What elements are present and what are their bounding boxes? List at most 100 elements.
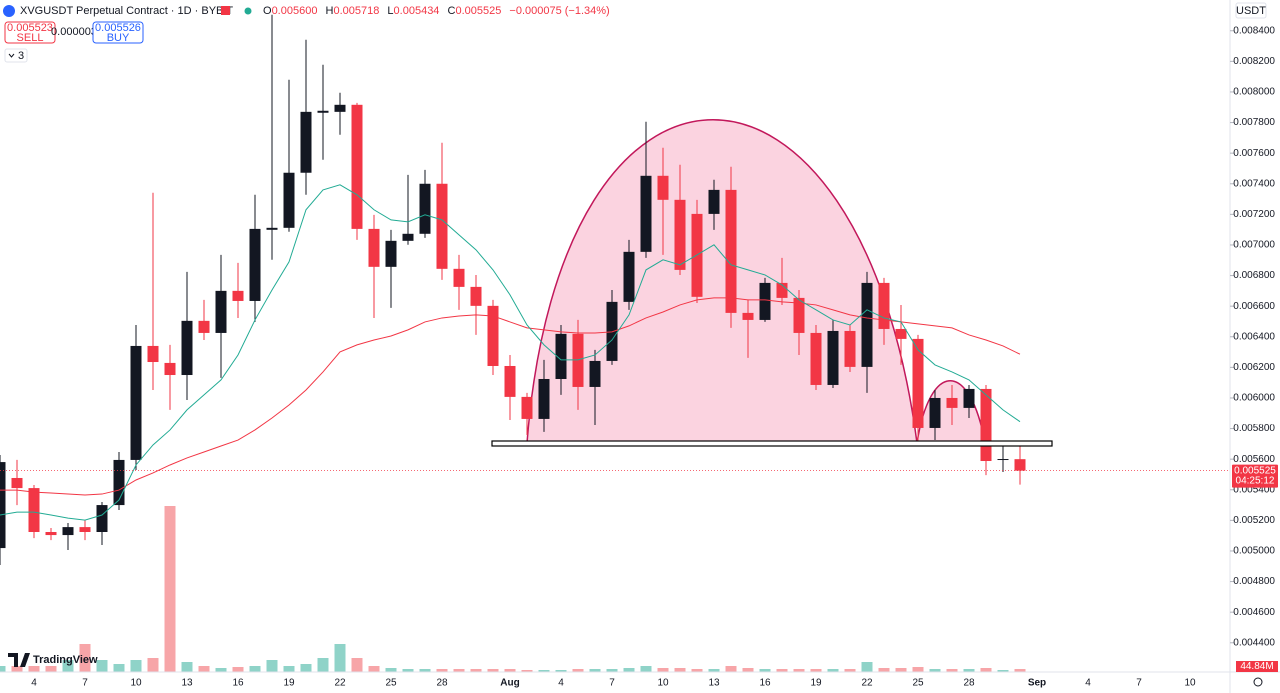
y-tick-label: 0.005600 (1233, 454, 1275, 465)
flag-icon[interactable] (221, 6, 230, 15)
change-value: −0.000075 (−1.34%) (509, 5, 609, 17)
candle-body (317, 110, 329, 113)
volume-bar (0, 666, 6, 672)
volume-bar (436, 669, 448, 672)
sell-label: SELL (17, 32, 44, 44)
sell-button[interactable] (4, 21, 56, 44)
y-tick-label: 0.007000 (1233, 240, 1275, 251)
y-tick-label: 0.008400 (1233, 25, 1275, 36)
candle-body (0, 462, 6, 549)
x-tick-label: 19 (283, 678, 295, 689)
buy-button[interactable] (92, 21, 144, 44)
volume-bar (861, 662, 873, 672)
y-tick-label: 0.006800 (1233, 270, 1275, 281)
candle-body (28, 488, 40, 532)
y-tick-label: 0.005200 (1233, 515, 1275, 526)
o-label: O (263, 5, 272, 17)
x-tick-label: 10 (657, 678, 669, 689)
moving-average-line (0, 184, 1021, 521)
x-tick-label: 7 (82, 678, 88, 689)
x-tick-label: 19 (810, 678, 822, 689)
l-label: L (387, 5, 393, 17)
neckline-box (491, 440, 1053, 447)
candle-body (912, 338, 924, 428)
volume-bar (793, 669, 805, 672)
plot-area (0, 14, 1230, 672)
y-tick-label: 0.006200 (1233, 362, 1275, 373)
y-tick-label: 0.004800 (1233, 576, 1275, 587)
candle-body (759, 282, 771, 320)
candle-body (198, 320, 210, 333)
indicators-count: 3 (18, 50, 24, 62)
volume-bar (334, 644, 346, 672)
settings-icon[interactable] (1253, 677, 1263, 687)
volume-bar (538, 670, 550, 672)
volume-bar (742, 668, 754, 672)
x-tick-label: 25 (912, 678, 924, 689)
candle-body (997, 459, 1009, 461)
candle-body (283, 172, 295, 228)
candle-body (419, 183, 431, 234)
sell-price: 0.005523 (7, 22, 53, 34)
x-tick-label: Sep (1028, 678, 1046, 689)
candle-body (487, 305, 499, 366)
volume-bar (470, 669, 482, 672)
x-tick-label: 10 (130, 678, 142, 689)
volume-bar (555, 670, 567, 672)
x-tick-label: Aug (500, 678, 519, 689)
l-value: 0.005434 (394, 5, 440, 17)
x-tick-label: 7 (1136, 678, 1142, 689)
ma-fast-tag-label: 0.005845 (1234, 416, 1276, 427)
candle-body (538, 378, 550, 419)
volume-bar (453, 669, 465, 672)
y-tick-label: 0.006400 (1233, 331, 1275, 342)
y-tick-label: 0.007600 (1233, 148, 1275, 159)
axes: 0.004400 0.004600 0.004800 0.005000 0.005200… (31, 25, 1278, 689)
currency-box[interactable] (1235, 2, 1267, 19)
handle-drawing (916, 380, 986, 444)
volume-bar (725, 666, 737, 672)
candle-body (929, 397, 941, 428)
candle-body (776, 282, 788, 298)
candle-body (130, 345, 142, 460)
volume-bar (844, 669, 856, 672)
watermark: TradingView (33, 654, 98, 666)
volume-bar (878, 668, 890, 672)
y-tick-label: 0.007400 (1233, 178, 1275, 189)
candle-body (521, 396, 533, 419)
volume-bar (198, 666, 210, 672)
candle-body (504, 365, 516, 397)
volume-bar (300, 664, 312, 672)
c-value: 0.005525 (455, 5, 501, 17)
volume-bar (521, 670, 533, 672)
indicators-toggle[interactable] (4, 48, 28, 63)
ma-slow-tag-label: 0.006286 (1234, 349, 1276, 360)
x-tick-label: 22 (861, 678, 873, 689)
x-tick-label: 22 (334, 678, 346, 689)
volume-bar (623, 668, 635, 672)
y-tick-label: 0.005400 (1233, 484, 1275, 495)
spread: 0.000003 (51, 26, 97, 38)
volume-bar (62, 660, 74, 672)
volume-bar (317, 658, 329, 672)
candle-body (895, 328, 907, 339)
volume-bar (946, 669, 958, 672)
candle-body (946, 397, 958, 408)
candle-body (861, 282, 873, 367)
tv-logo-icon (8, 653, 30, 667)
candle-body (827, 330, 839, 385)
volume-bar (368, 666, 380, 672)
candle-body (810, 332, 822, 385)
volume-bar (181, 662, 193, 672)
candle-body (11, 477, 23, 489)
volume-bar (385, 668, 397, 672)
candle-body (368, 228, 380, 267)
x-tick-label: 4 (1085, 678, 1091, 689)
x-tick-label: 16 (759, 678, 771, 689)
x-tick-label: 4 (558, 678, 564, 689)
volume-bar (351, 658, 363, 672)
candle-body (334, 104, 346, 112)
h-value: 0.005718 (333, 5, 379, 17)
x-tick-label: 13 (708, 678, 720, 689)
